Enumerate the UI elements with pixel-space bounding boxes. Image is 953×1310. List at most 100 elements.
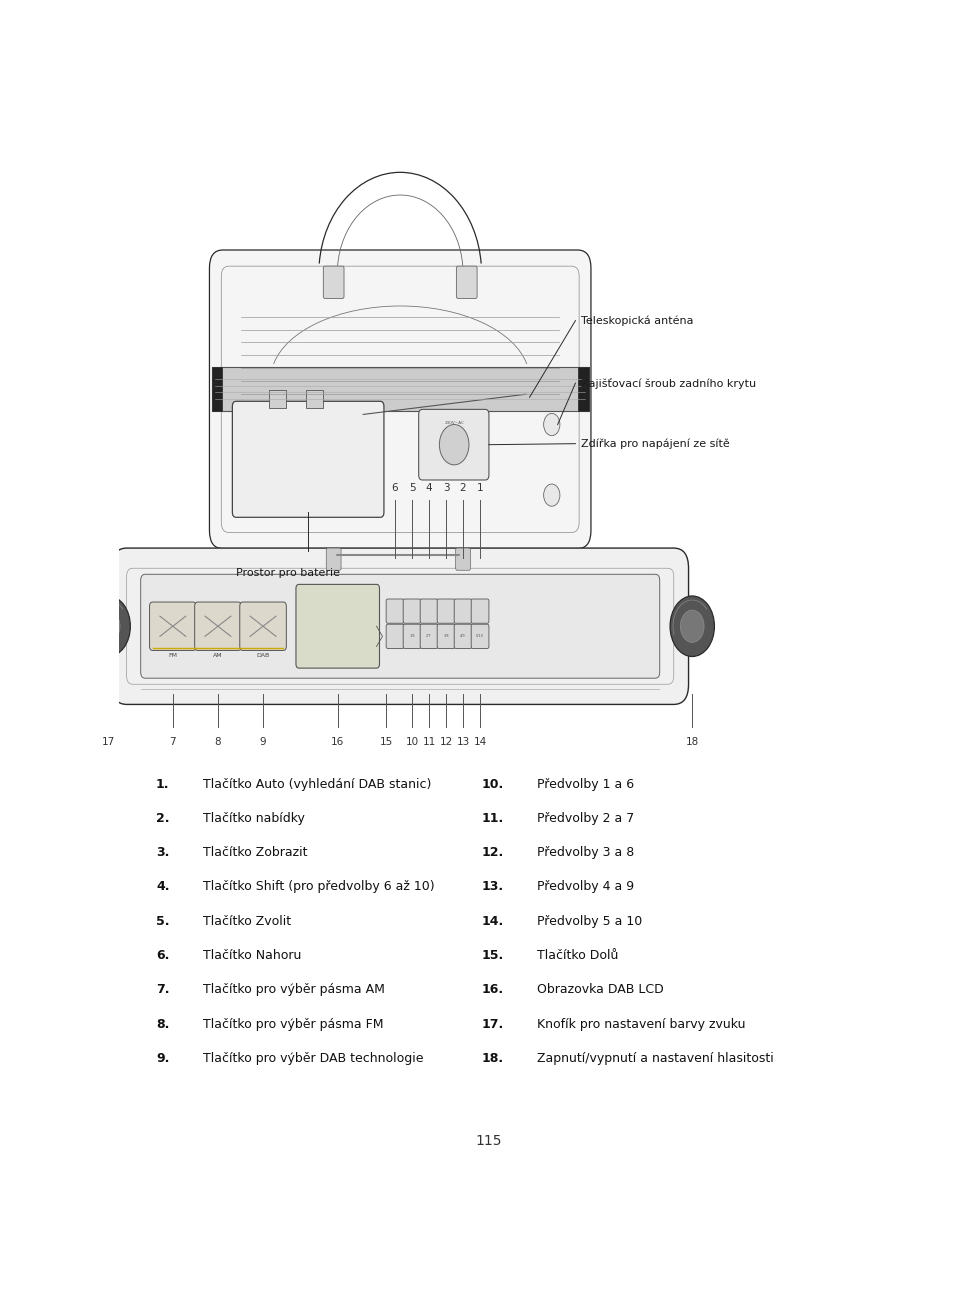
Circle shape <box>679 610 703 642</box>
Text: 5: 5 <box>408 482 415 493</box>
FancyBboxPatch shape <box>456 266 476 299</box>
Text: Předvolby 5 a 10: Předvolby 5 a 10 <box>537 914 641 927</box>
Circle shape <box>240 483 256 506</box>
Text: Tlačítko pro výběr DAB technologie: Tlačítko pro výběr DAB technologie <box>203 1052 423 1065</box>
Text: 3.: 3. <box>156 846 170 859</box>
FancyBboxPatch shape <box>471 625 488 648</box>
Text: 7.: 7. <box>156 984 170 997</box>
Text: Předvolby 3 a 8: Předvolby 3 a 8 <box>537 846 634 859</box>
Text: 12.: 12. <box>481 846 503 859</box>
Text: 4: 4 <box>425 482 432 493</box>
Bar <box>306 390 322 409</box>
Text: 14: 14 <box>473 736 486 747</box>
Circle shape <box>543 483 559 506</box>
Text: 5/10: 5/10 <box>476 634 483 638</box>
Circle shape <box>240 414 256 436</box>
Text: AM: AM <box>213 654 223 659</box>
Circle shape <box>86 596 131 656</box>
Bar <box>269 390 285 409</box>
Text: 5.: 5. <box>156 914 170 927</box>
Text: Obrazovka DAB LCD: Obrazovka DAB LCD <box>537 984 663 997</box>
FancyBboxPatch shape <box>210 250 590 549</box>
Text: Knofík pro nastavení barvy zvuku: Knofík pro nastavení barvy zvuku <box>537 1018 744 1031</box>
FancyBboxPatch shape <box>233 401 383 517</box>
Circle shape <box>423 421 436 439</box>
Circle shape <box>96 610 120 642</box>
Text: 13.: 13. <box>481 880 503 893</box>
Circle shape <box>439 424 469 465</box>
FancyBboxPatch shape <box>436 599 455 624</box>
Text: 18.: 18. <box>481 1052 503 1065</box>
Text: 3/8: 3/8 <box>443 634 448 638</box>
FancyBboxPatch shape <box>239 603 286 651</box>
FancyBboxPatch shape <box>471 599 488 624</box>
Text: 2/7: 2/7 <box>426 634 432 638</box>
Text: 1/6: 1/6 <box>409 634 415 638</box>
Text: 16: 16 <box>331 736 344 747</box>
Text: 15: 15 <box>379 736 393 747</box>
FancyBboxPatch shape <box>386 599 403 624</box>
Text: 115: 115 <box>476 1133 501 1148</box>
FancyBboxPatch shape <box>419 625 437 648</box>
Circle shape <box>669 596 714 656</box>
FancyBboxPatch shape <box>194 603 241 651</box>
Text: Tlačítko Auto (vyhledání DAB stanic): Tlačítko Auto (vyhledání DAB stanic) <box>203 778 431 790</box>
Text: Zapnutí/vypnutí a nastavení hlasitosti: Zapnutí/vypnutí a nastavení hlasitosti <box>537 1052 773 1065</box>
FancyBboxPatch shape <box>456 548 470 570</box>
FancyBboxPatch shape <box>112 548 688 705</box>
Text: 15.: 15. <box>481 948 503 962</box>
FancyBboxPatch shape <box>150 603 196 651</box>
Text: Předvolby 2 a 7: Předvolby 2 a 7 <box>537 812 634 825</box>
Text: Tlačítko nabídky: Tlačítko nabídky <box>203 812 304 825</box>
FancyBboxPatch shape <box>521 383 537 409</box>
Text: 1: 1 <box>476 482 483 493</box>
FancyBboxPatch shape <box>323 266 344 299</box>
Text: Teleskopická anténa: Teleskopická anténa <box>580 316 693 326</box>
FancyBboxPatch shape <box>419 599 437 624</box>
Text: Tlačítko Shift (pro předvolby 6 až 10): Tlačítko Shift (pro předvolby 6 až 10) <box>203 880 434 893</box>
FancyBboxPatch shape <box>454 599 472 624</box>
Text: Předvolby 4 a 9: Předvolby 4 a 9 <box>537 880 634 893</box>
Text: 14.: 14. <box>481 914 503 927</box>
Text: 10.: 10. <box>481 778 503 790</box>
Bar <box>212 367 588 411</box>
Text: 11.: 11. <box>481 812 503 825</box>
Text: Tlačítko Zobrazit: Tlačítko Zobrazit <box>203 846 307 859</box>
Text: 17: 17 <box>101 736 114 747</box>
FancyBboxPatch shape <box>403 625 420 648</box>
Text: 2: 2 <box>459 482 466 493</box>
Text: 1.: 1. <box>156 778 170 790</box>
Text: 4/9: 4/9 <box>459 634 465 638</box>
Text: DAB: DAB <box>256 654 270 659</box>
Text: 6.: 6. <box>156 948 170 962</box>
FancyBboxPatch shape <box>454 625 472 648</box>
Text: 8: 8 <box>214 736 221 747</box>
FancyBboxPatch shape <box>140 574 659 679</box>
Text: Tlačítko pro výběr pásma FM: Tlačítko pro výběr pásma FM <box>203 1018 383 1031</box>
FancyBboxPatch shape <box>326 548 341 570</box>
Text: 10: 10 <box>405 736 418 747</box>
Text: 18: 18 <box>685 736 699 747</box>
Text: Zajišťovací šroub zadního krytu: Zajišťovací šroub zadního krytu <box>580 377 756 389</box>
Text: Tlačítko Zvolit: Tlačítko Zvolit <box>203 914 291 927</box>
Bar <box>212 367 222 411</box>
Text: Tlačítko pro výběr pásma AM: Tlačítko pro výběr pásma AM <box>203 984 384 997</box>
Text: 6: 6 <box>392 482 398 493</box>
Text: Prostor pro baterie: Prostor pro baterie <box>235 567 339 578</box>
Text: 9.: 9. <box>156 1052 170 1065</box>
Text: Předvolby 1 a 6: Předvolby 1 a 6 <box>537 778 634 790</box>
Circle shape <box>350 406 361 423</box>
FancyBboxPatch shape <box>386 625 403 648</box>
FancyBboxPatch shape <box>418 409 488 479</box>
Text: 17.: 17. <box>481 1018 503 1031</box>
Circle shape <box>543 414 559 436</box>
Text: 8.: 8. <box>156 1018 170 1031</box>
FancyBboxPatch shape <box>295 584 379 668</box>
Text: 4.: 4. <box>156 880 170 893</box>
Text: 11: 11 <box>422 736 436 747</box>
Text: 12: 12 <box>439 736 452 747</box>
Text: 2.: 2. <box>156 812 170 825</box>
Text: Tlačítko Nahoru: Tlačítko Nahoru <box>203 948 301 962</box>
Text: 3: 3 <box>442 482 449 493</box>
Text: 16.: 16. <box>481 984 503 997</box>
